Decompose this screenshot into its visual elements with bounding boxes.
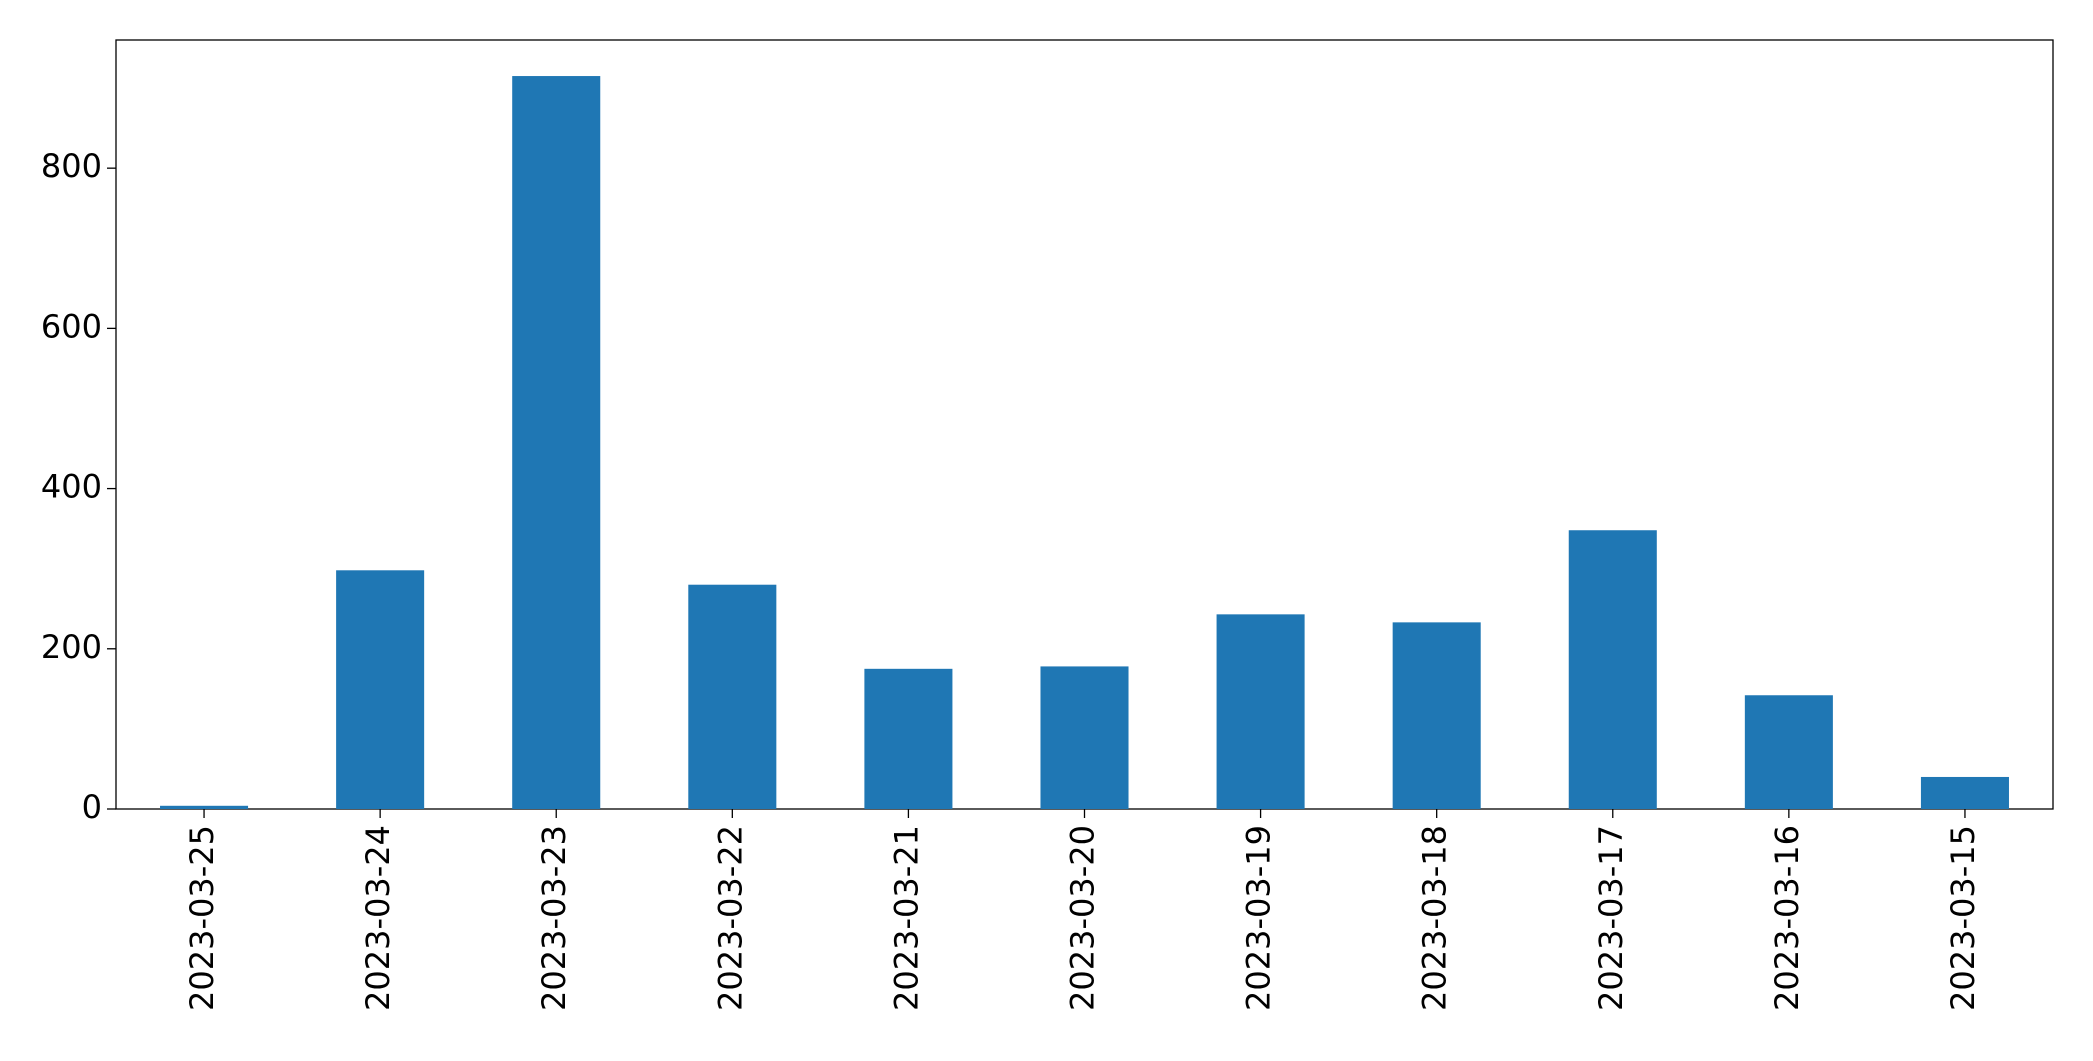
x-tick-label: 2023-03-17 bbox=[1592, 825, 1630, 1011]
bar bbox=[1040, 666, 1129, 809]
x-tick-label: 2023-03-16 bbox=[1768, 825, 1806, 1011]
x-tick-label: 2023-03-19 bbox=[1240, 825, 1278, 1011]
bar bbox=[1216, 614, 1305, 809]
bar bbox=[1744, 695, 1833, 809]
y-tick-label: 800 bbox=[41, 147, 102, 185]
x-tick-label: 2023-03-15 bbox=[1944, 825, 1982, 1011]
bar bbox=[512, 76, 601, 809]
bar bbox=[688, 584, 777, 809]
x-tick-label: 2023-03-21 bbox=[887, 825, 925, 1011]
y-tick-label: 200 bbox=[41, 628, 102, 666]
x-tick-label: 2023-03-25 bbox=[183, 825, 221, 1011]
bar bbox=[1920, 776, 2009, 809]
x-tick-label: 2023-03-20 bbox=[1064, 825, 1102, 1011]
bar bbox=[1568, 530, 1657, 809]
y-tick-label: 400 bbox=[41, 468, 102, 506]
bar bbox=[336, 570, 425, 809]
y-tick-label: 0 bbox=[82, 788, 102, 826]
x-tick-label: 2023-03-23 bbox=[535, 825, 573, 1011]
bar bbox=[864, 668, 953, 809]
x-tick-label: 2023-03-24 bbox=[359, 825, 397, 1011]
x-tick-label: 2023-03-18 bbox=[1416, 825, 1454, 1011]
bar bbox=[1392, 622, 1481, 809]
bar bbox=[160, 805, 249, 809]
x-tick-label: 2023-03-22 bbox=[711, 825, 749, 1011]
y-tick-label: 600 bbox=[41, 307, 102, 345]
